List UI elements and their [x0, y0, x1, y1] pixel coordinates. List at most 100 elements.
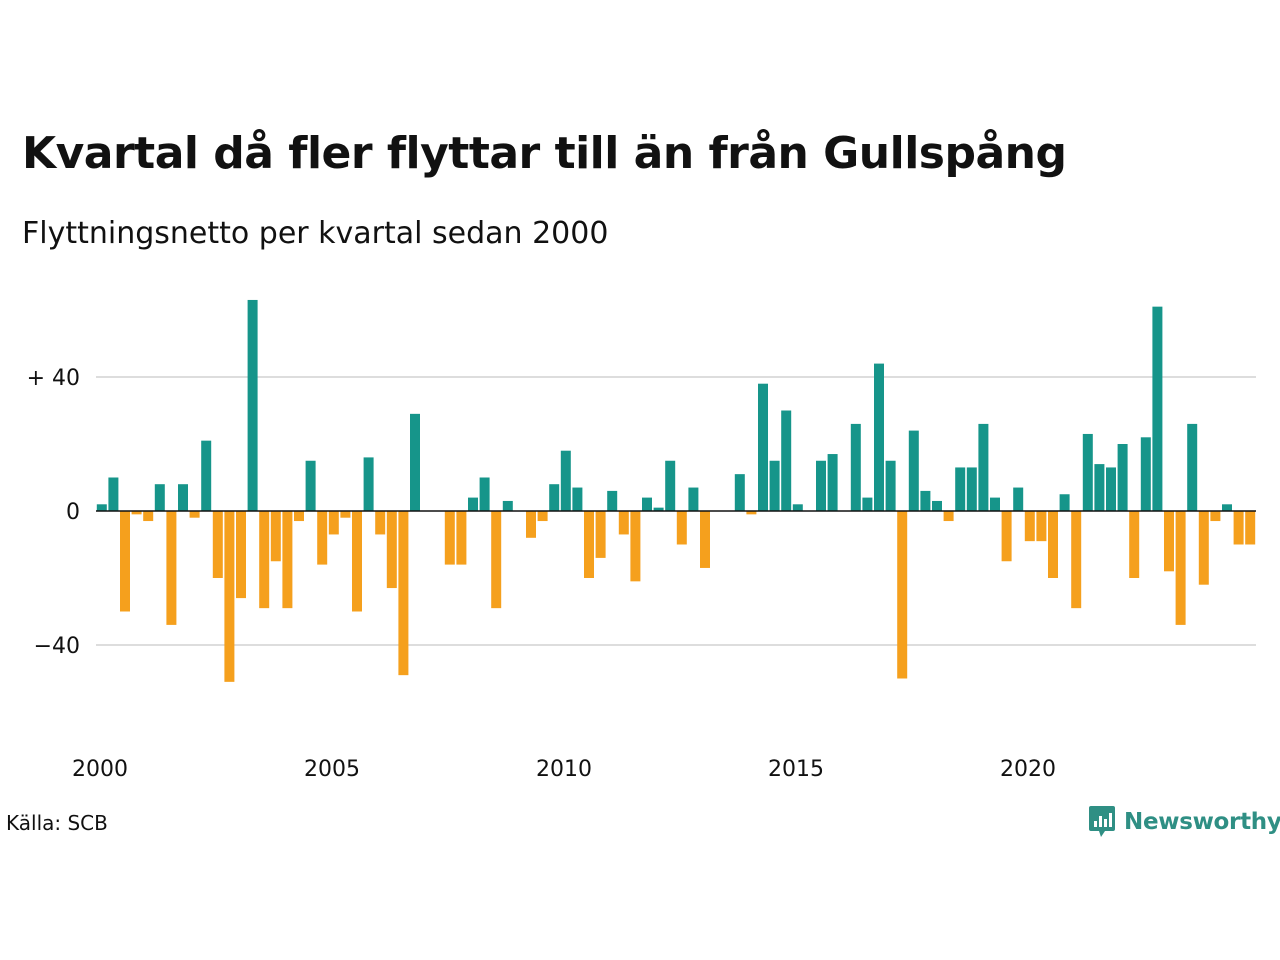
bar-2015-q1	[792, 504, 803, 511]
bar-2021-q1	[1071, 511, 1082, 609]
bar-2024-q3	[1233, 511, 1244, 545]
bar-2016-q3	[862, 497, 873, 511]
bar-2014-q1	[746, 511, 757, 515]
bar-2001-q4	[178, 484, 188, 511]
bar-2012-q2	[665, 460, 676, 511]
bar-2022-q1	[1117, 444, 1128, 511]
bar-2017-q2	[897, 511, 908, 679]
bar-2017-q3	[908, 430, 919, 511]
bar-2013-q1	[700, 511, 710, 568]
bar-2003-q4	[270, 511, 281, 562]
bar-2001-q1	[143, 511, 154, 522]
bar-2009-q3	[537, 511, 548, 522]
bar-2006-q1	[375, 511, 386, 535]
bar-2022-q4	[1152, 306, 1163, 511]
bar-2010-q4	[595, 511, 606, 558]
bar-2022-q2	[1129, 511, 1140, 578]
bar-2021-q4	[1106, 467, 1116, 511]
bar-2004-q2	[294, 511, 304, 522]
bar-2015-q4	[827, 454, 838, 511]
bar-2001-q3	[166, 511, 177, 625]
bar-2008-q2	[479, 477, 490, 511]
bar-2011-q4	[642, 497, 652, 511]
bar-2006-q4	[410, 413, 420, 511]
x-tick-label: 2015	[768, 757, 824, 782]
bar-2008-q4	[502, 500, 513, 511]
bar-2009-q2	[526, 511, 536, 538]
bar-2009-q4	[549, 484, 560, 511]
bar-2002-q2	[201, 440, 212, 511]
bar-2024-q1	[1210, 511, 1221, 522]
bar-2024-q4	[1245, 511, 1256, 545]
bar-2010-q2	[572, 487, 583, 511]
bar-2018-q3	[955, 467, 966, 511]
bar-2005-q4	[363, 457, 374, 511]
source-note: Källa: SCB	[6, 811, 108, 835]
bar-2000-q2	[108, 477, 119, 511]
bar-2003-q2	[247, 299, 258, 511]
bar-2006-q2	[386, 511, 397, 589]
bar-2012-q3	[676, 511, 687, 545]
bar-2019-q4	[1013, 487, 1024, 511]
bar-2012-q1	[653, 507, 664, 511]
y-axis-labels: + 40 0 −40	[27, 366, 80, 659]
y-tick-label: −40	[34, 634, 80, 659]
bar-2002-q4	[224, 511, 235, 682]
bar-2020-q3	[1048, 511, 1058, 578]
bar-2011-q1	[607, 490, 618, 511]
bar-2011-q2	[618, 511, 629, 535]
y-tick-label: 0	[66, 500, 80, 525]
x-tick-label: 2000	[72, 757, 128, 782]
bar-2007-q3	[444, 511, 455, 565]
bar-2020-q2	[1036, 511, 1047, 542]
newsworthy-brand[interactable]: Newsworthy	[1088, 804, 1280, 840]
bar-2020-q1	[1024, 511, 1035, 542]
bar-2021-q2	[1082, 433, 1093, 511]
bar-2002-q1	[189, 511, 200, 518]
bar-2000-q3	[120, 511, 130, 612]
bar-2019-q2	[990, 497, 1000, 511]
bar-2019-q1	[978, 423, 989, 511]
bar-2001-q2	[154, 484, 165, 511]
bar-2008-q3	[491, 511, 502, 609]
bar-2003-q3	[259, 511, 270, 609]
bar-2012-q4	[688, 487, 699, 511]
bar-2023-q2	[1175, 511, 1186, 625]
bar-2018-q1	[932, 500, 942, 511]
bar-2000-q1	[96, 504, 107, 511]
bar-2010-q3	[584, 511, 594, 578]
bar-2018-q2	[943, 511, 954, 522]
bar-2005-q3	[352, 511, 362, 612]
x-tick-label: 2020	[1000, 757, 1056, 782]
bar-2005-q2	[340, 511, 351, 518]
x-tick-label: 2005	[304, 757, 360, 782]
bar-2006-q3	[398, 511, 409, 676]
bar-2023-q3	[1187, 423, 1198, 511]
chart-title: Kvartal då fler flyttar till än från Gul…	[22, 128, 1067, 179]
bar-2018-q4	[966, 467, 977, 511]
x-axis-labels: 2000 2005 2010 2015 2020	[72, 757, 1056, 782]
bar-2017-q1	[885, 460, 896, 511]
bar-2004-q3	[305, 460, 316, 511]
bar-2016-q2	[850, 423, 861, 511]
bar-2014-q3	[769, 460, 780, 511]
y-tick-label: + 40	[27, 366, 80, 391]
bar-2002-q3	[212, 511, 223, 578]
bar-2024-q2	[1222, 504, 1232, 511]
chart-subtitle: Flyttningsnetto per kvartal sedan 2000	[22, 216, 609, 251]
bar-2017-q4	[920, 490, 931, 511]
newsworthy-logo-icon	[1089, 806, 1115, 837]
bar-2023-q4	[1198, 511, 1209, 585]
bar-2003-q1	[236, 511, 246, 599]
bar-2004-q4	[317, 511, 328, 565]
x-tick-label: 2010	[536, 757, 592, 782]
bar-2008-q1	[468, 497, 478, 511]
bar-2019-q3	[1001, 511, 1012, 562]
bar-2007-q4	[456, 511, 467, 565]
brand-name: Newsworthy	[1124, 809, 1280, 835]
bar-2022-q3	[1140, 437, 1151, 511]
bar-2016-q4	[874, 363, 884, 511]
bar-2000-q4	[131, 511, 142, 515]
bar-2021-q3	[1094, 464, 1105, 511]
